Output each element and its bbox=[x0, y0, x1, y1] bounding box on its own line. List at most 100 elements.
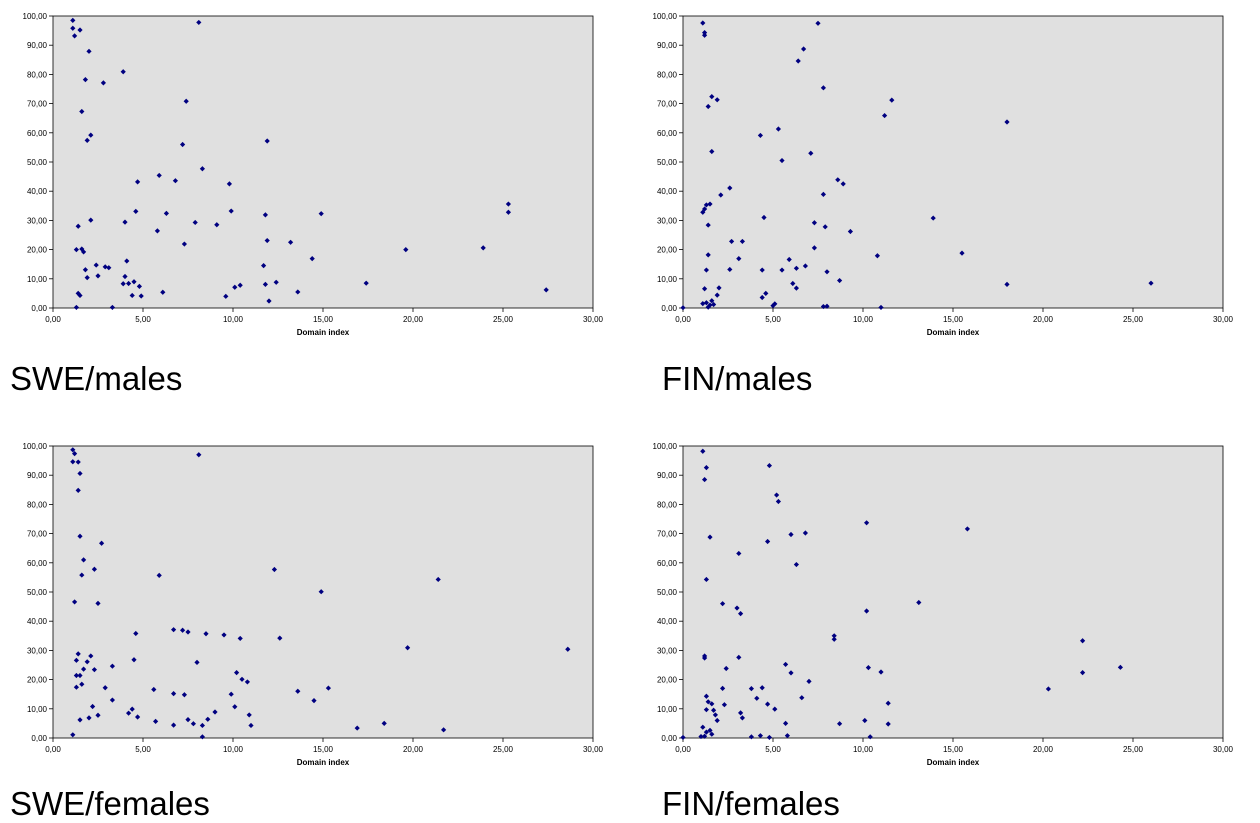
data-point bbox=[721, 702, 727, 708]
data-point bbox=[88, 217, 94, 223]
x-tick-label: 15,00 bbox=[313, 315, 334, 324]
data-point bbox=[273, 279, 279, 285]
data-point bbox=[93, 262, 99, 268]
data-point bbox=[363, 280, 369, 286]
caption-swe-females: SWE/females bbox=[10, 785, 210, 822]
y-tick-label: 0,00 bbox=[661, 734, 677, 743]
x-tick-label: 30,00 bbox=[583, 315, 604, 324]
data-point bbox=[75, 459, 81, 465]
data-point bbox=[835, 177, 841, 183]
data-point bbox=[505, 209, 511, 215]
y-tick-label: 10,00 bbox=[27, 705, 48, 714]
y-tick-label: 30,00 bbox=[657, 646, 678, 655]
data-point bbox=[228, 691, 234, 697]
data-point bbox=[77, 292, 83, 299]
data-point bbox=[239, 676, 245, 682]
data-point bbox=[703, 729, 709, 735]
data-point bbox=[75, 223, 81, 229]
data-point bbox=[77, 470, 83, 477]
data-point bbox=[1080, 638, 1086, 644]
data-point bbox=[84, 275, 90, 281]
scatter-plot-svg: 0,00 10,00 20,00 30,00 40,00 50,00 60,00 70,00 8… bbox=[653, 442, 1234, 767]
data-point bbox=[784, 733, 790, 739]
x-tick-label: 5,00 bbox=[765, 745, 781, 754]
y-tick-label: 40,00 bbox=[657, 187, 678, 196]
scatter-plot-svg: 0,00 10,00 20,00 30,00 40,00 50,00 60,00 70,00 8… bbox=[23, 442, 604, 767]
caption-fin-females: FIN/females bbox=[662, 785, 840, 822]
data-point bbox=[1004, 119, 1010, 125]
y-tick-label: 90,00 bbox=[657, 471, 678, 480]
y-tick-label: 30,00 bbox=[27, 216, 48, 225]
data-point bbox=[403, 247, 409, 253]
x-tick-label: 25,00 bbox=[493, 745, 514, 754]
data-point bbox=[81, 249, 87, 255]
data-point bbox=[1117, 664, 1123, 670]
data-point bbox=[727, 185, 733, 191]
x-tick-label: 5,00 bbox=[765, 315, 781, 324]
data-point bbox=[779, 157, 785, 164]
scatter-plot-svg: 0,00 10,00 20,00 30,00 40,00 50,00 60,00 70,00 8… bbox=[23, 12, 604, 337]
data-point bbox=[707, 534, 713, 540]
y-tick-label: 80,00 bbox=[657, 500, 678, 509]
data-point bbox=[221, 632, 227, 638]
data-point bbox=[151, 686, 157, 693]
y-tick-label: 30,00 bbox=[27, 646, 48, 655]
data-point bbox=[79, 681, 85, 687]
data-point bbox=[196, 19, 202, 26]
data-point bbox=[91, 566, 97, 572]
x-tick-label: 30,00 bbox=[583, 745, 604, 754]
x-tick-label: 20,00 bbox=[1033, 745, 1054, 754]
x-tick-label: 25,00 bbox=[1123, 745, 1144, 754]
caption-swe-males: SWE/males bbox=[10, 360, 183, 397]
data-point bbox=[885, 721, 891, 727]
data-point bbox=[194, 659, 200, 665]
data-point bbox=[295, 289, 301, 295]
y-tick-label: 40,00 bbox=[27, 187, 48, 196]
data-point bbox=[135, 714, 141, 720]
data-point bbox=[199, 734, 205, 740]
data-point bbox=[100, 80, 106, 86]
data-point bbox=[109, 304, 115, 311]
data-point bbox=[199, 722, 205, 729]
data-point bbox=[831, 633, 837, 639]
data-point bbox=[700, 301, 706, 307]
data-point bbox=[806, 678, 812, 684]
data-point bbox=[1045, 686, 1051, 692]
y-tick-label: 50,00 bbox=[657, 158, 678, 167]
data-point bbox=[232, 284, 238, 290]
y-tick-label: 60,00 bbox=[27, 129, 48, 138]
data-point bbox=[505, 201, 511, 207]
plot-area bbox=[682, 15, 1224, 309]
data-point bbox=[820, 85, 826, 91]
x-tick-label: 25,00 bbox=[493, 315, 514, 324]
data-point bbox=[680, 305, 686, 311]
data-point bbox=[72, 33, 78, 39]
data-point bbox=[264, 237, 270, 244]
x-tick-label: 30,00 bbox=[1213, 745, 1234, 754]
data-point bbox=[354, 725, 360, 731]
data-point bbox=[325, 685, 331, 691]
y-tick-label: 90,00 bbox=[27, 41, 48, 50]
data-point bbox=[70, 17, 76, 23]
data-point bbox=[759, 685, 765, 691]
data-point bbox=[480, 245, 486, 251]
x-tick-label: 15,00 bbox=[313, 745, 334, 754]
data-point bbox=[266, 298, 272, 304]
x-tick-label: 0,00 bbox=[45, 745, 61, 754]
y-tick-label: 100,00 bbox=[23, 442, 48, 451]
data-point bbox=[820, 303, 826, 310]
data-point bbox=[133, 208, 139, 214]
y-tick-label: 80,00 bbox=[657, 70, 678, 79]
data-point bbox=[840, 181, 846, 187]
data-point bbox=[73, 304, 79, 311]
data-point bbox=[837, 721, 843, 727]
data-point bbox=[181, 692, 187, 698]
data-point bbox=[82, 77, 88, 83]
data-point bbox=[70, 25, 76, 31]
y-tick-label: 70,00 bbox=[27, 100, 48, 109]
data-point bbox=[716, 285, 722, 291]
y-tick-label: 100,00 bbox=[653, 12, 678, 21]
data-point bbox=[120, 69, 126, 75]
data-point bbox=[88, 653, 94, 659]
data-point bbox=[156, 172, 162, 179]
